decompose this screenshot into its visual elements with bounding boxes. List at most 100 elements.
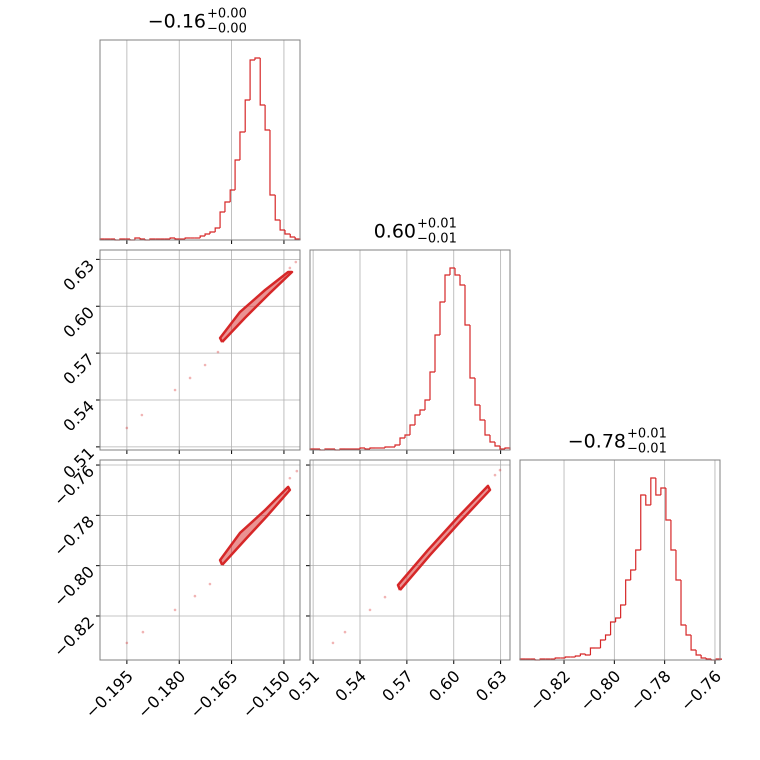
histogram-bin (574, 655, 581, 657)
histogram-bin (494, 442, 500, 447)
histogram-bin (474, 378, 480, 406)
sample-point (140, 413, 144, 417)
histogram-bin (249, 59, 255, 100)
panel-title: 0.60 (374, 221, 416, 243)
panel-frame (99, 459, 301, 661)
sample-point (294, 260, 298, 264)
histogram-bin (399, 437, 405, 445)
contour (218, 270, 294, 343)
panel-frame (309, 249, 511, 451)
sample-point (188, 376, 192, 380)
sample-point (125, 426, 129, 430)
sample-point (343, 630, 347, 634)
histogram-bin (655, 478, 661, 496)
histogram-bin (700, 655, 707, 659)
histogram-bin (439, 301, 445, 335)
histogram-bin (620, 604, 626, 618)
histogram-bin (665, 488, 671, 521)
histogram-bin (394, 444, 400, 447)
histogram-bin (184, 237, 191, 239)
histogram-bin (419, 409, 425, 415)
histogram-bin (424, 399, 430, 410)
x-tick-label: −0.165 (186, 667, 241, 722)
contour (396, 484, 492, 591)
histogram-bin (449, 267, 455, 275)
histogram-bin (489, 435, 495, 443)
sample-point (288, 476, 292, 480)
sample-point (331, 641, 335, 645)
sample-point (208, 582, 212, 586)
histogram-bin (554, 657, 561, 659)
panel-frame (99, 39, 301, 241)
histogram-bin (289, 234, 296, 238)
histogram-bin (650, 477, 656, 505)
histogram-bin (364, 448, 370, 450)
title-upper-error: +0.00 (207, 7, 247, 22)
sample-point (125, 641, 129, 645)
x-tick-label: −0.195 (82, 667, 137, 722)
histogram-bin (239, 131, 246, 160)
histogram-bin (645, 495, 651, 506)
histogram-bin (384, 446, 390, 448)
histogram-bin (264, 105, 270, 131)
histogram-bin (284, 230, 291, 235)
histogram-bin (579, 653, 586, 656)
x-tick-label: −0.76 (677, 667, 725, 715)
histogram-bin (564, 656, 571, 658)
panel-title: −0.78 (568, 431, 626, 453)
title-lower-error: −0.01 (627, 442, 667, 457)
histogram-bin (204, 233, 210, 236)
histogram-bin (429, 371, 435, 400)
histogram-bin (259, 58, 266, 106)
title-upper-error: +0.01 (627, 427, 667, 442)
histogram-bin (254, 57, 261, 60)
y-tick-label: −0.82 (50, 613, 98, 661)
panel-frame (309, 459, 511, 661)
histogram-bin (469, 325, 475, 379)
histogram-bin (625, 579, 631, 605)
histogram-bin (584, 654, 591, 656)
histogram-bin (454, 268, 460, 276)
histogram-bin (630, 569, 636, 580)
sample-point (288, 266, 292, 270)
histogram-bin (229, 189, 236, 202)
histogram-bin (279, 220, 285, 231)
sample-point (295, 469, 299, 473)
y-tick-label: 0.54 (59, 397, 98, 436)
histogram-bin (199, 235, 206, 238)
contour (218, 485, 292, 566)
histogram-bin (660, 487, 666, 495)
histogram-bin (134, 237, 141, 240)
panel-frame (519, 459, 721, 661)
sample-point (383, 595, 387, 599)
sample-point (203, 363, 207, 367)
histogram-bin (174, 238, 180, 240)
histogram-bin (434, 334, 440, 372)
sample-point (173, 608, 177, 612)
histogram-bin (139, 238, 146, 240)
title-lower-error: −0.00 (207, 22, 247, 37)
histogram-bin (234, 159, 240, 190)
histogram-bin (680, 580, 687, 626)
sample-point (498, 468, 502, 472)
title-upper-error: +0.01 (417, 217, 457, 232)
histogram-bin (404, 434, 410, 438)
histogram-bin (209, 231, 216, 234)
sample-point (193, 594, 197, 598)
histogram-bin (459, 275, 465, 286)
histogram-bin (369, 447, 375, 449)
histogram-bin (274, 195, 281, 221)
histogram-bin (609, 621, 616, 635)
histogram-bin (589, 647, 596, 655)
histogram-bin (604, 634, 611, 640)
y-tick-label: 0.63 (59, 256, 98, 295)
histogram-bin (444, 274, 450, 302)
histogram-bin (705, 658, 712, 660)
histogram-bin (635, 549, 641, 570)
x-tick-label: −0.180 (134, 667, 189, 722)
title-lower-error: −0.01 (417, 232, 457, 247)
histogram-bin (685, 625, 692, 636)
y-tick-label: 0.57 (59, 350, 98, 389)
x-tick-label: −0.82 (526, 667, 574, 715)
x-tick-label: 0.60 (425, 667, 464, 706)
